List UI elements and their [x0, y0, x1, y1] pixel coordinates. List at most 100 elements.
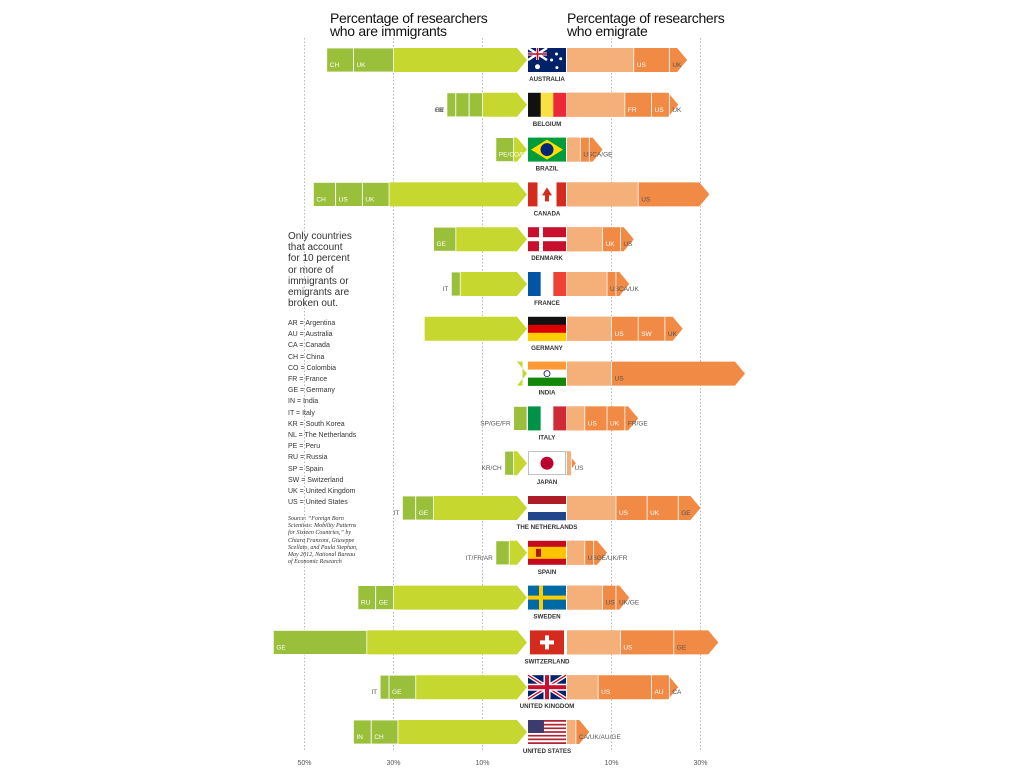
immigrant-segment-label: IT/FR/AR [466, 555, 493, 562]
flag-part [553, 272, 567, 296]
note-line: emigrants are [288, 287, 350, 299]
immigrant-segment-label: FR [435, 107, 444, 114]
country-label: DENMARK [531, 255, 563, 262]
flag-part [528, 595, 566, 600]
flag-part [528, 738, 566, 741]
note-line: that account [288, 242, 343, 254]
emigrant-segment-label: US [615, 376, 625, 383]
legend-item: RU = Russia [288, 454, 328, 462]
flag-fr-icon [528, 272, 567, 296]
legend-item: FR = France [288, 376, 328, 384]
immigrant-segment [446, 92, 457, 118]
flag-part [528, 740, 566, 743]
flag-be-icon [528, 92, 567, 117]
emigrant-segment-label: FR [628, 107, 637, 114]
emigrant-segment-label: UK [606, 241, 616, 248]
flag-part [536, 548, 541, 557]
legend-item: SW = Switzerland [288, 476, 344, 484]
immigrant-segment [415, 495, 434, 521]
flag-part [528, 504, 566, 513]
note-line: Only countries [288, 231, 352, 242]
flag-part [528, 512, 566, 521]
immigrant-segment [335, 181, 363, 207]
emigrant-segment-label: US [623, 241, 633, 248]
emigrant-other [567, 182, 639, 207]
country-label: JAPAN [537, 479, 558, 486]
flag-part [528, 92, 541, 117]
emigrant-segment-label: CA/GE [592, 152, 613, 159]
emigrant-segment-label: CA/UK/AU/GE [579, 734, 622, 741]
country-label: ITALY [539, 434, 557, 441]
immigrant-bar [380, 675, 527, 700]
axis-tick-label: 30% [693, 760, 707, 767]
immigrant-segment-label: PE/CO/FR/AR [499, 152, 541, 159]
emigrant-segment-label: CA [672, 689, 682, 696]
flag-part [528, 377, 566, 386]
flag-part [528, 742, 566, 744]
country-label: AUSTRALIA [529, 76, 565, 83]
country-label: UNITED STATES [523, 748, 571, 755]
legend-item: NL = The Netherlands [288, 432, 357, 440]
flag-part [528, 725, 566, 728]
flag-part [559, 57, 563, 61]
flag-br-icon [528, 137, 566, 162]
emigrant-segment-label: US [574, 465, 584, 472]
flag-part [528, 734, 566, 737]
immigrant-segment [433, 226, 457, 252]
immigrant-segment [272, 630, 368, 655]
flag-part [528, 736, 566, 739]
emigrant-segment-label: US [588, 420, 598, 427]
country-label: SPAIN [538, 569, 557, 576]
axis-tick-label: 10% [475, 760, 489, 767]
emigrant-segment-label: UK [672, 62, 682, 69]
flag-part [528, 332, 566, 342]
immigrant-segment [495, 540, 510, 566]
emigrant-segment-label: US [637, 62, 647, 69]
immigrant-segment-label: CH [316, 196, 326, 203]
note-line: for 10 percent [288, 253, 350, 265]
emigrant-other [567, 361, 612, 386]
immigrant-segment-label: IT [394, 510, 400, 517]
source-line: Scientists: Mobility Patterns [288, 523, 357, 530]
immigrant-segment [379, 674, 390, 700]
emigrant-other [567, 675, 599, 700]
flag-part [528, 721, 566, 724]
flag-in-icon [528, 361, 566, 386]
source-line: of Economic Research [288, 559, 342, 566]
legend-item: IN = India [288, 398, 319, 406]
immigrant-segment-label: IT [371, 689, 377, 696]
immigrant-segment [495, 137, 515, 163]
flag-dk-icon [528, 227, 566, 252]
immigrant-segment-label: RU [361, 600, 371, 607]
emigrant-other [567, 137, 581, 162]
immigrant-segment [370, 719, 399, 745]
flag-part [540, 143, 554, 157]
immigrant-segment [513, 405, 528, 431]
immigrant-segment-label: IT [443, 286, 449, 293]
country-label: THE NETHERLANDS [517, 524, 578, 531]
immigrant-segment-label: GE [419, 510, 429, 517]
flag-se-icon [528, 585, 566, 610]
emigrant-segment-label: GE [677, 644, 687, 651]
flag-ch-icon [528, 630, 566, 655]
immigrant-bar [517, 361, 527, 386]
flag-part [528, 729, 566, 732]
flag-de-icon [528, 316, 566, 342]
country-code-legend: AR = Argentina AU = Australia CA = Canad… [288, 318, 356, 508]
country-label: SWITZERLAND [524, 658, 570, 665]
legend-item: UK = United Kingdom [288, 488, 356, 496]
emigrant-other [567, 272, 608, 296]
legend-item: GE = Germany [288, 387, 335, 395]
emigrant-other [567, 92, 625, 117]
emigrant-other [567, 630, 621, 655]
source-line: Scellato, and Paula Stephan, [288, 544, 358, 551]
emigrant-other [567, 48, 634, 72]
axis-tick-label: 10% [604, 760, 618, 767]
emigrant-segment-label: US [615, 331, 625, 338]
immigrants-heading: Percentage of researchers who are immigr… [330, 11, 488, 38]
emigrant-other [567, 451, 572, 476]
emigrant-other [567, 720, 576, 744]
note-line: or more of [288, 264, 334, 276]
flag-part [540, 92, 554, 117]
